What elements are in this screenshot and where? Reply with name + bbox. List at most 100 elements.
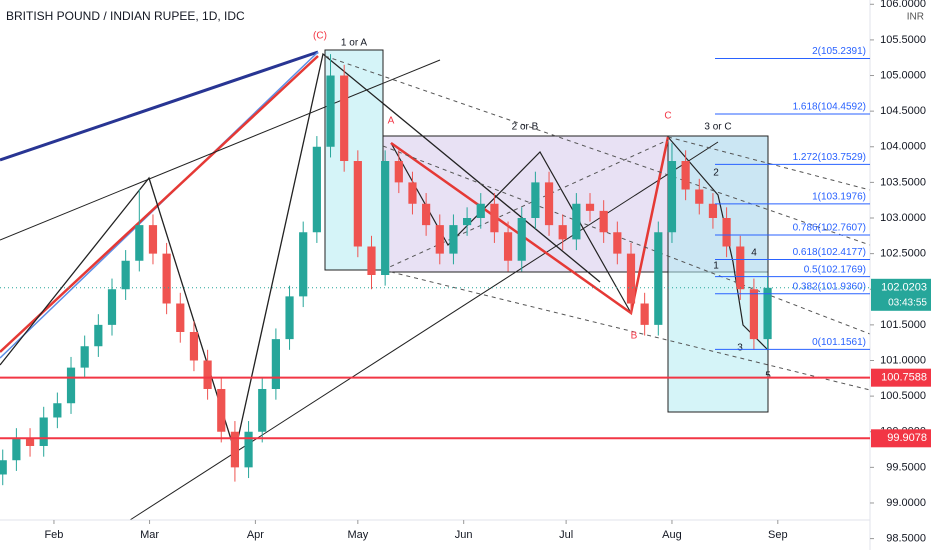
candle-body	[544, 182, 554, 226]
candle-body	[326, 75, 335, 147]
candle-body	[299, 232, 308, 297]
candle-body	[708, 203, 718, 219]
candle-body	[121, 260, 130, 290]
candle-body	[12, 438, 21, 461]
wave-label: 3	[737, 343, 743, 354]
wave-label: 2 or B	[512, 122, 539, 133]
candle-body	[531, 182, 540, 219]
price-box	[871, 278, 931, 311]
wave-label: C	[664, 111, 671, 122]
fib-label: 0(101.1561)	[812, 337, 866, 348]
candle-body	[640, 303, 649, 325]
channel-line	[382, 269, 871, 391]
countdown: 03:43:55	[888, 297, 927, 308]
y-tick-label: 105.5000	[880, 34, 926, 46]
price-box	[871, 429, 931, 448]
y-tick-label: 106.0000	[880, 0, 926, 10]
candle-body	[517, 218, 526, 261]
candle-body	[462, 218, 472, 226]
candle-body	[176, 303, 185, 332]
trend-line	[129, 141, 719, 521]
candle-body	[353, 161, 362, 247]
candle-body	[626, 253, 636, 304]
candle-body	[422, 203, 431, 226]
candle-body	[39, 417, 48, 446]
x-tick-label: Aug	[662, 529, 682, 541]
candle-body	[340, 75, 349, 162]
candle-body	[107, 289, 117, 325]
candle-body	[408, 182, 417, 204]
candle-body	[599, 210, 608, 233]
y-tick-label: 98.5000	[886, 533, 926, 545]
price-box	[871, 368, 931, 387]
y-tick-label: 103.0000	[880, 212, 926, 224]
candle-body	[736, 246, 745, 290]
wave-label: (C)	[313, 31, 327, 42]
candle-body	[66, 367, 76, 404]
fib-label: 2(105.2391)	[812, 46, 866, 57]
fib-label: 1(103.1976)	[812, 192, 866, 203]
candle-body	[25, 438, 35, 446]
candle-body	[749, 289, 759, 340]
candle-body	[148, 225, 158, 254]
x-tick-label: Sep	[768, 529, 788, 541]
x-tick-label: Feb	[44, 529, 63, 541]
wave-label: 4	[751, 248, 757, 259]
channel-line	[324, 55, 871, 246]
candle-body	[230, 431, 240, 468]
y-tick-label: 99.0000	[886, 497, 926, 509]
wave-label: 5	[765, 371, 771, 382]
y-tick-label: 101.5000	[880, 319, 926, 331]
x-tick-label: May	[347, 529, 368, 541]
candle-body	[449, 225, 458, 254]
y-tick-label: 102.5000	[880, 248, 926, 260]
x-tick-label: Jun	[455, 529, 473, 541]
candle-body	[381, 161, 390, 275]
y-tick-label: 100.5000	[880, 390, 926, 402]
channel-line	[667, 136, 871, 191]
candle-body	[654, 232, 663, 325]
y-tick-label: 103.5000	[880, 176, 926, 188]
candle-body	[189, 331, 199, 361]
fib-label: 1.272(103.7529)	[793, 152, 866, 163]
candle-body	[80, 346, 89, 368]
y-tick-label: 104.5000	[880, 105, 926, 117]
candle-body	[135, 225, 144, 261]
candle-body	[681, 161, 690, 190]
price-label: 99.9078	[887, 432, 927, 444]
x-tick-label: Mar	[140, 529, 159, 541]
candle-body	[271, 339, 280, 389]
wave-label: 1 or A	[341, 38, 367, 49]
candle-body	[203, 360, 212, 389]
y-tick-label: 104.0000	[880, 141, 926, 153]
candle-body	[244, 431, 253, 468]
candle-body	[94, 324, 103, 347]
wave-label: 2	[713, 168, 719, 179]
candle-body	[312, 146, 321, 233]
wave-label: A	[388, 116, 395, 127]
fib-label: 0.618(102.4177)	[793, 247, 866, 258]
price-label: 102.0203	[881, 282, 927, 294]
fib-label: 0.382(101.9360)	[793, 281, 866, 292]
currency: INR	[907, 12, 924, 23]
price-label: 100.7588	[881, 372, 927, 384]
candle-body	[217, 388, 226, 432]
candle-body	[0, 460, 7, 475]
channel-line	[382, 145, 871, 335]
wave-label: 3 or C	[704, 122, 731, 133]
x-tick-label: Apr	[247, 529, 264, 541]
candle-body	[394, 161, 403, 183]
wave-label: B	[631, 331, 638, 342]
candle-body	[558, 225, 567, 240]
wave-label: 1	[713, 261, 719, 272]
candle-body	[490, 203, 499, 233]
x-tick-label: Jul	[559, 529, 573, 541]
fib-label: 0.5(102.1769)	[804, 264, 866, 275]
candle-body	[585, 203, 595, 211]
candle-body	[503, 232, 513, 261]
fib-label: 1.618(104.4592)	[793, 102, 866, 113]
candle-body	[613, 232, 622, 254]
candle-body	[572, 203, 581, 240]
candle-body	[435, 225, 444, 254]
trend-line	[0, 55, 319, 353]
